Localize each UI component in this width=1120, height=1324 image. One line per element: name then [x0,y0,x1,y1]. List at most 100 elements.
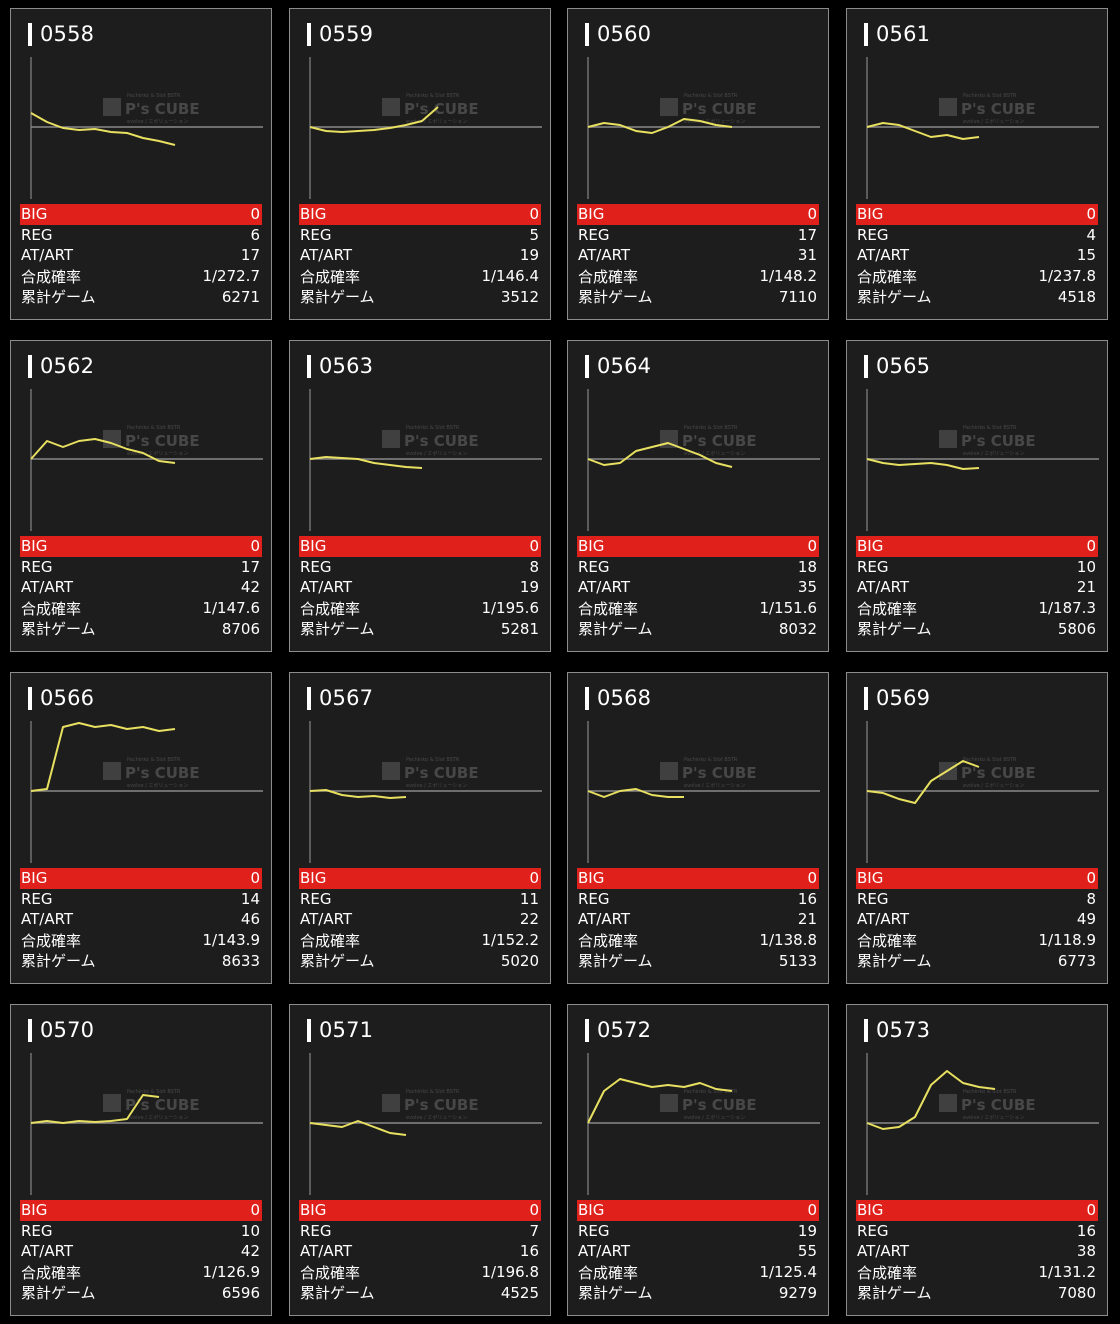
stat-value: 8706 [221,619,260,638]
stat-value: 10 [240,1221,260,1240]
watermark-brand: P's CUBE [404,432,479,450]
watermark-line2: evolve / エボリューション [963,782,1024,789]
title-marker [864,22,868,46]
stat-row-prob: 合成確率 1/131.2 [856,1262,1098,1283]
machine-card[interactable]: 0571 P's CUBE Pachinko & Slot BSTR evolve /… [289,1004,551,1316]
stat-row-big: BIG 0 [856,868,1098,889]
machine-card[interactable]: 0566 P's CUBE Pachinko & Slot BSTR evolve /… [10,672,272,984]
stat-row-big: BIG 0 [20,868,262,889]
stats-table: BIG 0 REG 8 AT/ART 49 合成確率 1/118.9 累計ゲーム 6773 [856,868,1098,971]
title-marker [585,354,589,378]
machine-card[interactable]: 0564 P's CUBE Pachinko & Slot BSTR evolve /… [567,340,829,652]
stat-value: 18 [797,557,817,576]
stat-label: REG [857,889,889,908]
machine-number: 0572 [597,1018,652,1042]
card-header: 0569 [864,685,930,711]
stat-value: 42 [240,1242,260,1261]
stat-row-prob: 合成確率 1/126.9 [20,1262,262,1283]
stat-row-prob: 合成確率 1/152.2 [299,930,541,951]
stat-row-prob: 合成確率 1/125.4 [577,1262,819,1283]
machine-card[interactable]: 0563 P's CUBE Pachinko & Slot BSTR evolve /… [289,340,551,652]
stat-label: 合成確率 [857,931,918,950]
machine-card[interactable]: 0567 P's CUBE Pachinko & Slot BSTR evolve /… [289,672,551,984]
stat-value: 55 [797,1242,817,1261]
machine-card[interactable]: 0559 P's CUBE Pachinko & Slot BSTR evolve /… [289,8,551,320]
machine-card[interactable]: 0572 P's CUBE Pachinko & Slot BSTR evolve /… [567,1004,829,1316]
stat-label: AT/ART [857,246,910,265]
stat-label: BIG [578,537,605,556]
machine-card[interactable]: 0570 P's CUBE Pachinko & Slot BSTR evolve /… [10,1004,272,1316]
machine-card[interactable]: 0562 P's CUBE Pachinko & Slot BSTR evolve /… [10,340,272,652]
difference-line [866,760,980,804]
stat-label: 累計ゲーム [300,620,375,639]
watermark-brand: P's CUBE [125,764,200,782]
cube-icon [103,98,121,116]
stat-value: 1/237.8 [1038,267,1096,286]
stat-label: 累計ゲーム [578,620,653,639]
card-header: 0562 [28,353,94,379]
title-marker [307,1018,311,1042]
stats-table: BIG 0 REG 11 AT/ART 22 合成確率 1/152.2 累計ゲーム 5020 [299,868,541,971]
watermark-line1: Pachinko & Slot BSTR [406,1089,460,1095]
stat-row-big: BIG 0 [20,204,262,225]
stat-row-games: 累計ゲーム 4525 [299,1282,541,1303]
stat-value: 1/272.7 [202,267,260,286]
stat-value: 19 [519,246,539,265]
machine-card[interactable]: 0573 P's CUBE Pachinko & Slot BSTR evolve /… [846,1004,1108,1316]
machine-number: 0561 [876,22,931,46]
stat-value: 3512 [500,287,539,306]
machine-card[interactable]: 0565 P's CUBE Pachinko & Slot BSTR evolve /… [846,340,1108,652]
stat-label: AT/ART [300,910,353,929]
stat-value: 19 [797,1221,817,1240]
machine-card[interactable]: 0568 P's CUBE Pachinko & Slot BSTR evolve /… [567,672,829,984]
card-header: 0561 [864,21,930,47]
machine-card[interactable]: 0561 P's CUBE Pachinko & Slot BSTR evolve /… [846,8,1108,320]
stat-value: 1/143.9 [202,931,260,950]
watermark-line2: evolve / エボリューション [127,782,188,789]
difference-line [866,122,980,140]
stat-value: 21 [797,910,817,929]
stat-row-games: 累計ゲーム 8633 [20,950,262,971]
stat-label: AT/ART [578,910,631,929]
stat-value: 1/152.2 [481,931,539,950]
stat-value: 1/125.4 [759,1263,817,1282]
cube-icon [939,98,957,116]
stat-row-reg: REG 11 [299,889,541,910]
stats-table: BIG 0 REG 8 AT/ART 19 合成確率 1/195.6 累計ゲーム 5281 [299,536,541,639]
stat-row-games: 累計ゲーム 5281 [299,618,541,639]
stat-row-prob: 合成確率 1/146.4 [299,266,541,287]
watermark-line1: Pachinko & Slot BSTR [127,757,181,763]
stat-value: 15 [1076,246,1096,265]
difference-line [309,106,439,133]
title-marker [28,686,32,710]
stat-row-atart: AT/ART 46 [20,909,262,930]
card-header: 0560 [585,21,651,47]
watermark-brand: P's CUBE [404,764,479,782]
watermark-line1: Pachinko & Slot BSTR [684,757,738,763]
machine-card[interactable]: 0560 P's CUBE Pachinko & Slot BSTR evolve /… [567,8,829,320]
machine-card[interactable]: 0558 P's CUBE Pachinko & Slot BSTR evolve /… [10,8,272,320]
stat-value: 11 [519,889,539,908]
stat-label: BIG [578,205,605,224]
stat-label: REG [21,889,53,908]
stat-row-prob: 合成確率 1/143.9 [20,930,262,951]
watermark-line2: evolve / エボリューション [406,782,467,789]
watermark-brand: P's CUBE [125,432,200,450]
stat-row-games: 累計ゲーム 9279 [577,1282,819,1303]
watermark-brand: P's CUBE [961,432,1036,450]
stat-value: 16 [519,1242,539,1261]
cube-icon [660,98,678,116]
stat-label: AT/ART [300,578,353,597]
stat-label: 累計ゲーム [21,288,96,307]
stat-value: 16 [1076,1221,1096,1240]
stat-label: 合成確率 [857,1263,918,1282]
machine-card[interactable]: 0569 P's CUBE Pachinko & Slot BSTR evolve /… [846,672,1108,984]
stat-label: 合成確率 [21,267,82,286]
title-marker [28,354,32,378]
